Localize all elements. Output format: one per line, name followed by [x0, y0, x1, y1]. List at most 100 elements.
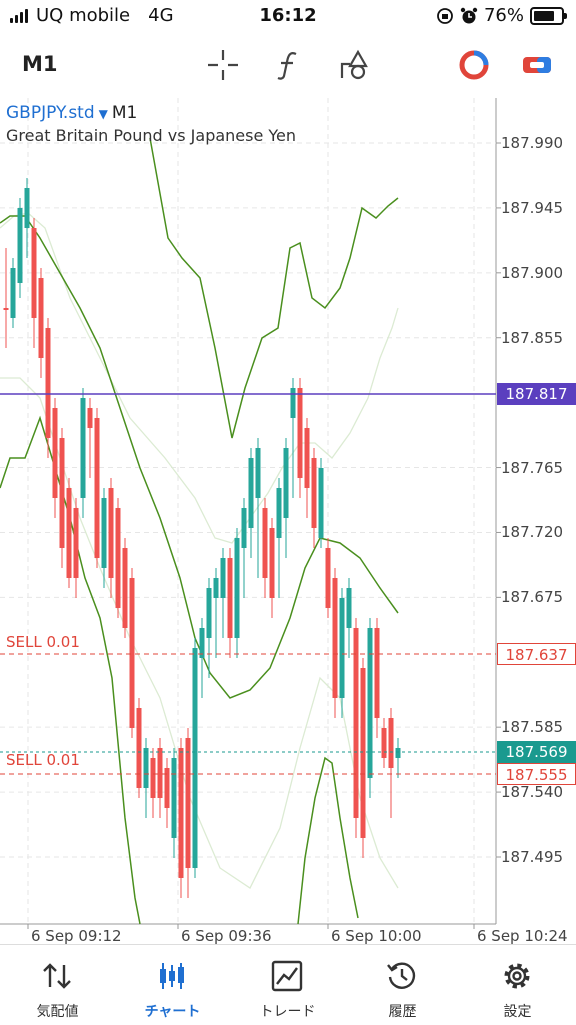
- candle-body: [353, 628, 359, 818]
- timeframe-button[interactable]: M1: [22, 52, 58, 76]
- nav-settings-label: 設定: [503, 1004, 532, 1020]
- candle-body: [66, 488, 72, 578]
- nav-trade-label: トレード: [259, 1004, 316, 1020]
- crosshair-icon[interactable]: [206, 48, 240, 82]
- candle-body: [136, 708, 142, 788]
- candle-body: [395, 748, 401, 758]
- candle-body: [199, 628, 205, 658]
- candle-body: [227, 558, 233, 638]
- candle-body: [290, 388, 296, 418]
- candle-body: [122, 548, 128, 628]
- candle-body: [52, 408, 58, 498]
- candle-body: [297, 388, 303, 478]
- time-tick-label: 6 Sep 09:36: [181, 927, 272, 945]
- candle-body: [339, 598, 345, 698]
- candle-body: [94, 418, 100, 558]
- candle-body: [150, 758, 156, 798]
- price-tick-label: 187.585: [501, 718, 564, 737]
- price-chart[interactable]: GBPJPY.std ▼ M1 Great Britain Pound vs Jap…: [0, 98, 576, 945]
- candle-body: [220, 558, 226, 598]
- price-tick-label: 187.945: [501, 198, 564, 217]
- orientation-lock-icon: [437, 7, 453, 24]
- clock: 16:12: [259, 5, 317, 26]
- candle-body: [17, 208, 23, 283]
- sell-position-label-1[interactable]: SELL 0.01: [6, 633, 80, 651]
- candle-body: [262, 508, 268, 578]
- candle-body: [234, 538, 240, 638]
- nav-chart-label: チャート: [144, 1004, 201, 1020]
- candle-body: [206, 588, 212, 638]
- chart-icon: [160, 963, 184, 989]
- trade-icon: [271, 960, 303, 992]
- bottom-navigation: 気配値 チャート トレード 履歴 設定: [0, 944, 576, 1025]
- bollinger-outer-upper: [0, 212, 399, 544]
- carrier-info: UQ mobile 4G: [10, 5, 174, 26]
- price-tick-label: 187.855: [501, 328, 564, 347]
- symbol-name[interactable]: GBPJPY.std: [6, 103, 95, 123]
- candle-body: [367, 628, 373, 778]
- candle-body: [388, 718, 394, 768]
- candle-body: [171, 758, 177, 838]
- candle-body: [374, 628, 380, 718]
- period-label: M1: [111, 103, 138, 123]
- candle-body: [360, 668, 366, 838]
- nav-settings[interactable]: 設定: [460, 945, 575, 1025]
- price-tick-label: 187.900: [501, 263, 564, 282]
- status-right: 76%: [436, 5, 567, 26]
- network-type: 4G: [148, 5, 174, 26]
- sell-position-label-2[interactable]: SELL 0.01: [6, 751, 80, 769]
- candle-body: [346, 588, 352, 628]
- carrier-name: UQ mobile: [36, 5, 131, 26]
- candle-body: [178, 748, 184, 878]
- price-tick-label: 187.720: [501, 523, 564, 542]
- battery-icon: [530, 6, 567, 25]
- candle-body: [318, 468, 324, 538]
- candle-body: [129, 578, 135, 728]
- price-tick-label: 187.675: [501, 588, 564, 607]
- candle-body: [381, 728, 387, 758]
- candle-body: [241, 508, 247, 548]
- candle-body: [80, 398, 86, 498]
- nav-history-label: 履歴: [388, 1004, 417, 1020]
- candle-body: [248, 458, 254, 528]
- candle-body: [283, 448, 289, 518]
- symbol-description: Great Britain Pound vs Japanese Yen: [6, 126, 297, 145]
- candle-body: [115, 508, 121, 608]
- candle-body: [311, 458, 317, 528]
- price-tick-label: 187.495: [501, 848, 564, 866]
- nav-trade[interactable]: トレード: [230, 945, 345, 1025]
- sell-position-tag-2: 187.555: [497, 763, 576, 785]
- candle-body: [185, 738, 191, 868]
- candle-body: [164, 768, 170, 808]
- candle-body: [45, 328, 51, 438]
- settings-icon: [504, 963, 530, 989]
- price-tick-label: 187.990: [501, 134, 564, 152]
- candle-body: [213, 578, 219, 598]
- dropdown-arrow-icon[interactable]: ▼: [98, 107, 108, 121]
- objects-icon[interactable]: [336, 48, 370, 82]
- nav-history[interactable]: 履歴: [345, 945, 460, 1025]
- chart-toolbar: M1: [0, 34, 576, 96]
- candle-body: [3, 308, 9, 310]
- nav-quotes-label: 気配値: [36, 1004, 79, 1020]
- bollinger-upper: [149, 137, 399, 439]
- price-tick-label: 187.540: [501, 783, 564, 802]
- function-icon[interactable]: [272, 48, 306, 82]
- toggle-icon[interactable]: [520, 48, 554, 82]
- nav-quotes[interactable]: 気配値: [0, 945, 115, 1025]
- trade-circle-icon[interactable]: [457, 48, 491, 82]
- candle-body: [269, 528, 275, 598]
- history-icon: [387, 962, 416, 989]
- bid-price-tag: 187.817: [497, 383, 576, 405]
- alarm-icon: [460, 7, 478, 23]
- chart-canvas[interactable]: [0, 98, 576, 940]
- time-tick-label: 6 Sep 10:00: [331, 927, 422, 945]
- candle-body: [73, 508, 79, 578]
- nav-chart[interactable]: チャート: [115, 945, 230, 1025]
- candle-body: [325, 548, 331, 608]
- candle-body: [38, 278, 44, 358]
- candle-body: [31, 228, 37, 318]
- candle-body: [108, 488, 114, 578]
- candle-body: [101, 498, 107, 568]
- price-tick-label: 187.765: [501, 458, 564, 477]
